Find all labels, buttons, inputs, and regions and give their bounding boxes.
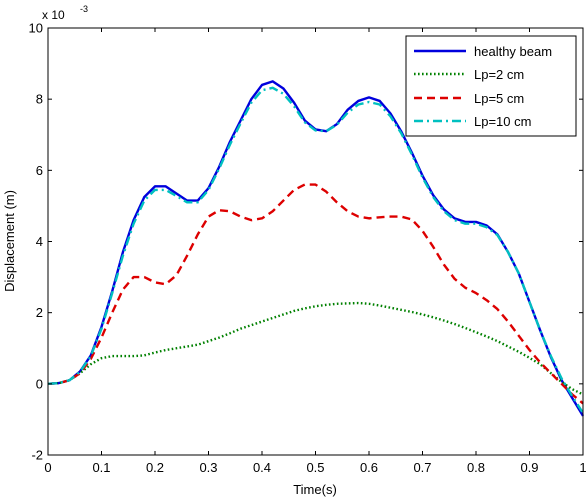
series-line-lp-10-cm <box>47 86 585 414</box>
x-tick-label: 0.8 <box>467 460 485 475</box>
legend-label-lp-10cm: Lp=10 cm <box>474 114 531 129</box>
x-ticks: 0 0.1 0.2 0.3 0.4 0.5 0.6 0.7 0.8 0.9 1 <box>44 28 587 475</box>
x-tick-label: 0.7 <box>413 460 431 475</box>
y-tick-label: 8 <box>36 92 43 107</box>
x-tick-label: 0.5 <box>306 460 324 475</box>
x-tick-label: 0.1 <box>92 460 110 475</box>
y-ticks: -2 0 2 4 6 8 10 <box>29 21 583 463</box>
x-tick-label: 0.4 <box>253 460 271 475</box>
y-exponent-power: -3 <box>80 4 88 14</box>
series-layer <box>47 80 585 417</box>
legend-label-lp-2cm: Lp=2 cm <box>474 67 524 82</box>
legend-label-lp-5cm: Lp=5 cm <box>474 91 524 106</box>
y-axis-label: Displacement (m) <box>2 190 17 292</box>
legend-box <box>405 35 577 137</box>
y-tick-label: 4 <box>36 234 43 249</box>
x-tick-label: 0.3 <box>199 460 217 475</box>
x-tick-label: 0.2 <box>146 460 164 475</box>
x-tick-label: 1 <box>579 460 586 475</box>
x-axis-label: Time(s) <box>293 482 337 497</box>
x-tick-label: 0 <box>44 460 51 475</box>
legend-label-healthy-beam: healthy beam <box>474 44 552 59</box>
y-tick-label: 2 <box>36 305 43 320</box>
y-exponent-prefix: x 10 <box>42 8 65 22</box>
x-tick-label: 0.9 <box>520 460 538 475</box>
y-tick-label: 0 <box>36 376 43 391</box>
y-tick-label: 10 <box>29 21 43 36</box>
series-line-lp-5-cm <box>47 183 584 405</box>
series-line-lp-2-cm <box>47 301 584 396</box>
legend: healthy beam Lp=2 cm Lp=5 cm Lp=10 cm <box>405 35 577 137</box>
y-tick-label: 6 <box>36 163 43 178</box>
y-tick-label: -2 <box>31 448 43 463</box>
x-tick-label: 0.6 <box>360 460 378 475</box>
